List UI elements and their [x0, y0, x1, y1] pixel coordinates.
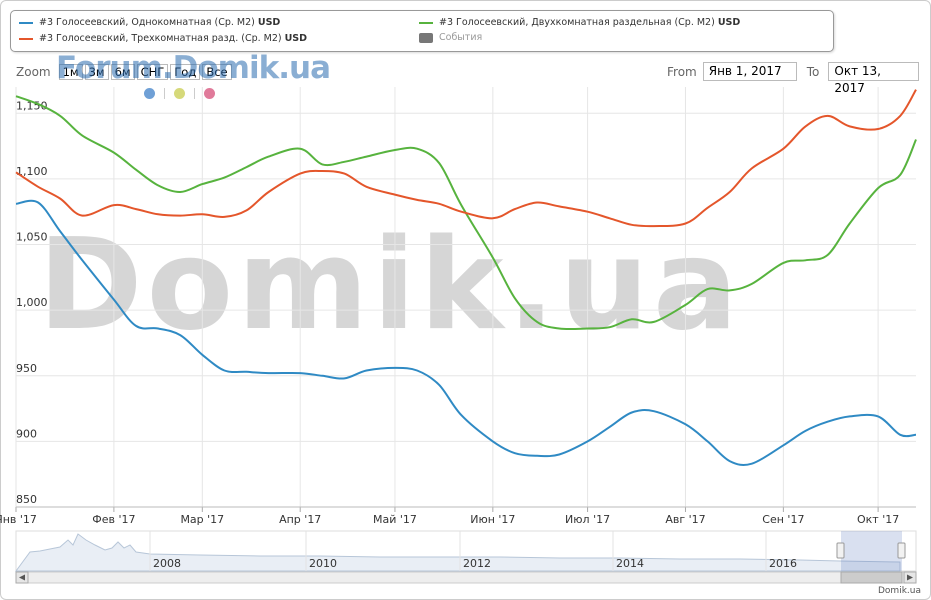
event-dot-yellow[interactable] [174, 88, 185, 99]
y-tick-label: 1,050 [16, 231, 48, 244]
legend-item-two-room[interactable]: #3 Голосеевский, Двухкомнатная раздельна… [419, 17, 740, 28]
legend-label: #3 Голосеевский, Двухкомнатная раздельна… [439, 17, 715, 28]
x-tick-label: Июн '17 [470, 513, 515, 526]
legend: #3 Голосеевский, Однокомнатная (Ср. М2) … [10, 10, 834, 52]
series-line-two-room [15, 95, 917, 331]
event-markers [144, 88, 215, 99]
legend-label: #3 Голосеевский, Трехкомнатная разд. (Ср… [39, 33, 282, 44]
legend-unit: USD [717, 17, 741, 28]
divider [194, 88, 195, 99]
legend-swatch-one-room [19, 21, 33, 24]
navigator-year-label: 2014 [616, 557, 644, 570]
zoom-3m-button[interactable]: 3м [84, 64, 109, 80]
scrollbar-thumb[interactable] [840, 571, 903, 584]
event-dot-pink[interactable] [204, 88, 215, 99]
legend-swatch-two-room [419, 21, 433, 24]
legend-label: События [439, 32, 483, 43]
x-tick-label: Сен '17 [762, 513, 804, 526]
y-tick-label: 1,000 [16, 296, 48, 309]
y-tick-label: 850 [16, 493, 37, 506]
navigator-year-label: 2012 [463, 557, 491, 570]
navigator-year-label: 2008 [153, 557, 181, 570]
divider [164, 88, 165, 99]
zoom-label: Zoom [16, 65, 51, 79]
legend-swatch-three-room [19, 37, 33, 40]
range-from-input[interactable]: Янв 1, 2017 [702, 62, 797, 81]
zoom-bar: Zoom 1м 3м 6м СНГ Год Все [16, 64, 234, 80]
navigator-selection [841, 531, 902, 571]
series-line-one-room [15, 199, 917, 466]
legend-item-three-room[interactable]: #3 Голосеевский, Трехкомнатная разд. (Ср… [19, 33, 307, 44]
x-tick-label: Фев '17 [92, 513, 135, 526]
legend-unit: USD [284, 33, 308, 44]
scrollbar-track [15, 571, 917, 584]
event-dot-blue[interactable] [144, 88, 155, 99]
range-to-label: To [806, 64, 820, 79]
x-tick-label: Авг '17 [665, 513, 705, 526]
x-tick-label: Июл '17 [565, 513, 610, 526]
navigator-year-label: 2016 [769, 557, 797, 570]
y-tick-label: 900 [16, 427, 37, 440]
x-tick-label: Окт '17 [857, 513, 899, 526]
legend-item-events[interactable]: События [419, 32, 482, 43]
legend-label: #3 Голосеевский, Однокомнатная (Ср. М2) [39, 17, 255, 28]
y-tick-label: 950 [16, 362, 37, 375]
series-line-three-room [15, 89, 917, 228]
date-range: From Янв 1, 2017 To Окт 13, 2017 [667, 62, 920, 95]
legend-unit: USD [257, 17, 281, 28]
navigator-handle-left[interactable] [836, 542, 845, 559]
zoom-ytd-button[interactable]: СНГ [136, 64, 169, 80]
navigator-year-label: 2010 [309, 557, 337, 570]
y-tick-label: 1,150 [16, 99, 48, 112]
footer-credit: Domik.ua [878, 586, 921, 596]
legend-item-one-room[interactable]: #3 Голосеевский, Однокомнатная (Ср. М2) … [19, 17, 280, 28]
x-tick-label: Май '17 [373, 513, 417, 526]
zoom-6m-button[interactable]: 6м [110, 64, 135, 80]
zoom-all-button[interactable]: Все [202, 64, 232, 80]
range-from-label: From [667, 64, 697, 79]
y-tick-label: 1,100 [16, 165, 48, 178]
x-tick-label: Мар '17 [180, 513, 224, 526]
navigator-handle-right[interactable] [897, 542, 906, 559]
x-tick-label: Янв '17 [0, 513, 37, 526]
range-to-input[interactable]: Окт 13, 2017 [828, 62, 920, 95]
x-tick-label: Апр '17 [279, 513, 321, 526]
arrow-left-icon [19, 574, 25, 581]
arrow-right-icon [907, 574, 913, 581]
zoom-1m-button[interactable]: 1м [58, 64, 83, 80]
navigator-series-area [15, 533, 901, 572]
zoom-year-button[interactable]: Год [170, 64, 201, 80]
legend-events-box-icon [419, 32, 433, 43]
